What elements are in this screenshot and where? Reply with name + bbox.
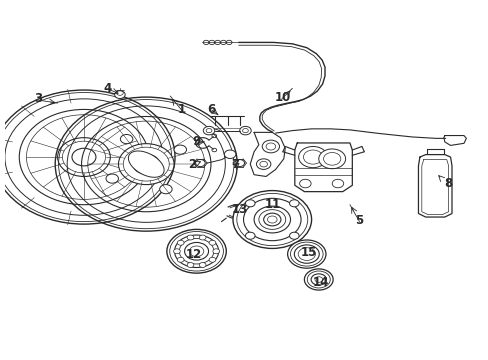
Circle shape [187,262,193,267]
Circle shape [209,240,215,245]
Circle shape [199,235,205,240]
Circle shape [287,240,325,268]
Circle shape [72,148,96,166]
Circle shape [118,144,174,185]
Circle shape [232,190,311,248]
Circle shape [239,126,251,135]
Circle shape [234,159,244,167]
Text: 8: 8 [443,177,451,190]
Circle shape [256,159,270,170]
Circle shape [203,126,214,135]
Circle shape [331,179,343,188]
Text: 4: 4 [103,82,112,95]
Circle shape [245,200,255,207]
Circle shape [174,145,186,154]
Circle shape [212,249,219,254]
Circle shape [160,185,172,194]
Text: 11: 11 [264,198,281,211]
Circle shape [254,206,290,233]
Polygon shape [418,154,451,217]
Circle shape [184,242,208,260]
Circle shape [187,235,193,240]
Text: 7: 7 [230,158,239,171]
Text: 14: 14 [312,276,329,289]
Circle shape [263,213,280,226]
Circle shape [58,138,110,176]
Circle shape [298,147,327,168]
Circle shape [173,249,180,254]
Text: 9: 9 [192,135,200,148]
Circle shape [195,159,205,167]
Polygon shape [294,143,351,192]
Circle shape [166,229,226,273]
Text: 5: 5 [355,214,363,227]
Circle shape [177,257,183,262]
Circle shape [0,90,175,224]
Circle shape [289,200,299,207]
Circle shape [245,232,255,239]
Circle shape [114,91,125,99]
Circle shape [289,232,299,239]
Text: 2: 2 [187,158,196,171]
Circle shape [177,240,183,245]
Circle shape [120,135,133,144]
Text: 13: 13 [231,203,247,216]
Circle shape [55,97,237,231]
Circle shape [209,257,215,262]
Circle shape [299,179,310,188]
Text: 1: 1 [178,103,186,116]
Text: 15: 15 [301,246,317,259]
Circle shape [199,262,205,267]
Circle shape [318,149,345,169]
Circle shape [304,269,332,290]
Circle shape [262,140,279,153]
Circle shape [224,150,235,158]
Text: 6: 6 [206,103,215,116]
Text: 12: 12 [185,248,202,261]
Text: 10: 10 [274,91,290,104]
Circle shape [106,174,118,183]
Text: 3: 3 [34,93,42,105]
Circle shape [133,154,160,174]
Ellipse shape [128,151,164,177]
